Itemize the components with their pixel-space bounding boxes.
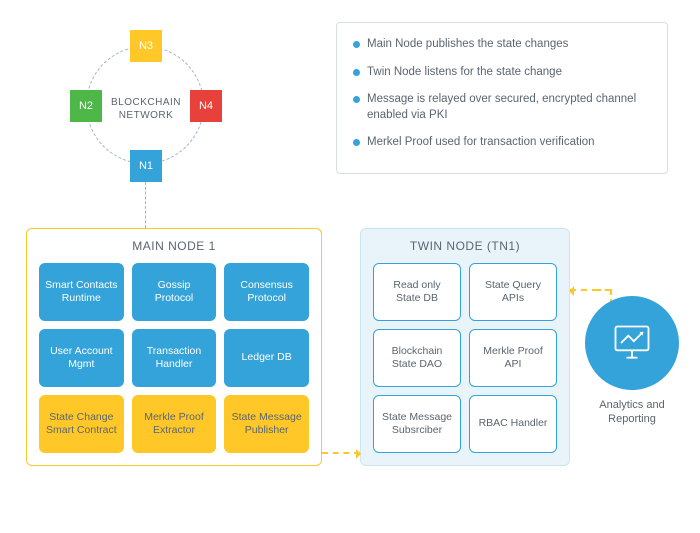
blockchain-network: BLOCKCHAIN NETWORK N3 N2 N4 N1 [56, 18, 236, 198]
box-state-message-subscriber: State Message Subsrciber [373, 395, 461, 453]
node-n1: N1 [130, 150, 162, 182]
analytics-block: Analytics and Reporting [578, 296, 686, 427]
box-consensus-protocol: Consensus Protocol [224, 263, 309, 321]
connector-n1-to-main [145, 182, 146, 228]
bullet-item: Message is relayed over secured, encrypt… [353, 92, 651, 123]
box-ledger-db: Ledger DB [224, 329, 309, 387]
main-grid: Smart Contacts Runtime Gossip Protocol C… [39, 263, 309, 453]
bullet-item: Twin Node listens for the state change [353, 65, 651, 81]
box-state-message-publisher: State Message Publisher [224, 395, 309, 453]
box-rbac-handler: RBAC Handler [469, 395, 557, 453]
bullet-item: Merkel Proof used for transaction verifi… [353, 135, 651, 151]
box-state-query-apis: State Query APIs [469, 263, 557, 321]
node-n2: N2 [70, 90, 102, 122]
box-user-account-mgmt: User Account Mgmt [39, 329, 124, 387]
node-n4: N4 [190, 90, 222, 122]
node-n3: N3 [130, 30, 162, 62]
analytics-label: Analytics and Reporting [578, 398, 686, 427]
main-node-panel: MAIN NODE 1 Smart Contacts Runtime Gossi… [26, 228, 322, 466]
main-panel-title: MAIN NODE 1 [39, 239, 309, 253]
monitor-chart-icon [610, 321, 654, 365]
box-state-change-contract: State Change Smart Contract [39, 395, 124, 453]
twin-panel-title: TWIN NODE (TN1) [373, 239, 557, 253]
box-gossip-protocol: Gossip Protocol [132, 263, 217, 321]
arrow-publisher-to-subscriber [322, 452, 360, 454]
twin-grid: Read only State DB State Query APIs Bloc… [373, 263, 557, 453]
box-transaction-handler: Transaction Handler [132, 329, 217, 387]
box-merkle-proof-api: Merkle Proof API [469, 329, 557, 387]
box-read-only-state-db: Read only State DB [373, 263, 461, 321]
info-bullets: Main Node publishes the state changes Tw… [336, 22, 668, 174]
box-merkle-proof-extractor: Merkle Proof Extractor [132, 395, 217, 453]
bullet-item: Main Node publishes the state changes [353, 37, 651, 53]
analytics-icon [585, 296, 679, 390]
arrow-analytics-segment [596, 289, 610, 291]
arrow-analytics-to-apis [570, 289, 598, 291]
box-blockchain-state-dao: Blockchain State DAO [373, 329, 461, 387]
box-smart-contacts-runtime: Smart Contacts Runtime [39, 263, 124, 321]
twin-node-panel: TWIN NODE (TN1) Read only State DB State… [360, 228, 570, 466]
